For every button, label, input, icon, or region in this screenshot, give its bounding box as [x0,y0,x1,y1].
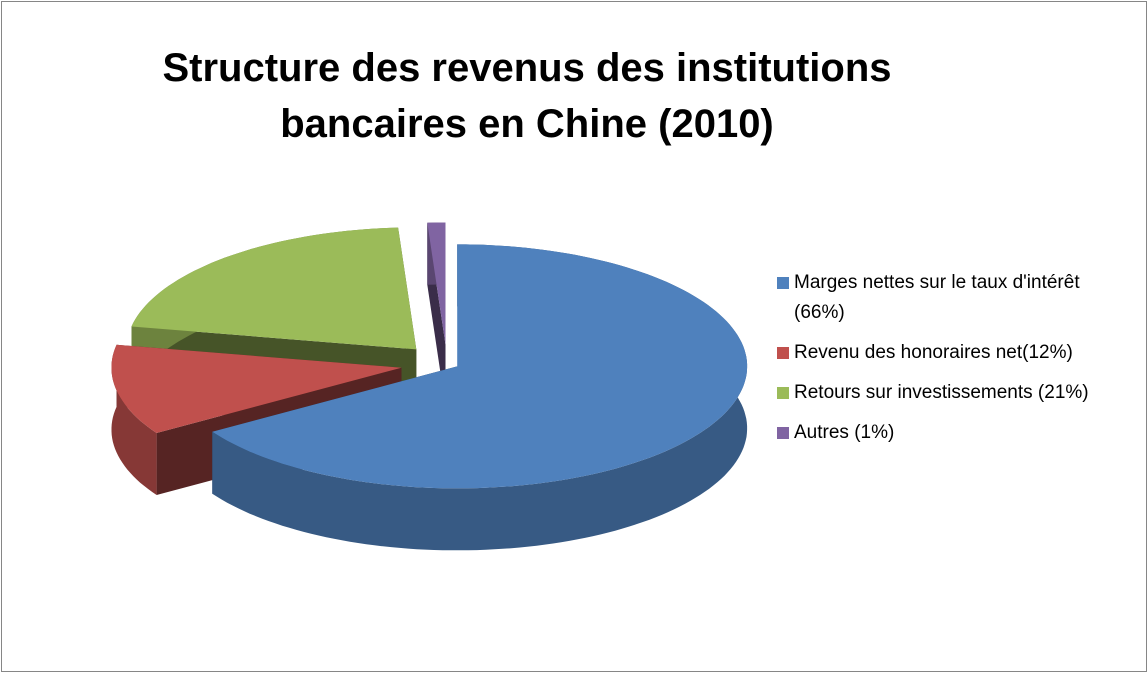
legend-swatch [777,387,789,399]
legend-item: Marges nettes sur le taux d'intérêt (66%… [777,268,1122,328]
legend-label: Retours sur investissements (21%) [794,382,1089,403]
legend-label: Revenu des honoraires net(12%) [794,342,1073,363]
slice-top [212,244,748,489]
slice [427,222,446,407]
legend: Marges nettes sur le taux d'intérêt (66%… [777,268,1122,448]
legend-swatch [777,427,789,439]
legend-swatch [777,277,789,289]
legend-item: Revenu des honoraires net(12%) [777,338,1122,368]
legend-item: Autres (1%) [777,418,1122,448]
legend-label: Autres (1%) [794,422,895,443]
chart-title: Structure des revenus des institutions b… [162,46,892,146]
slice-top [111,344,402,433]
slice-top [427,222,446,345]
slice-wall [111,344,157,495]
slice-top [131,227,417,350]
legend-item: Retours sur investissements (21%) [777,378,1122,408]
legend-label: Marges nettes sur le taux d'intérêt (66%… [794,272,1080,323]
legend-swatch [777,347,789,359]
slice [212,244,748,551]
